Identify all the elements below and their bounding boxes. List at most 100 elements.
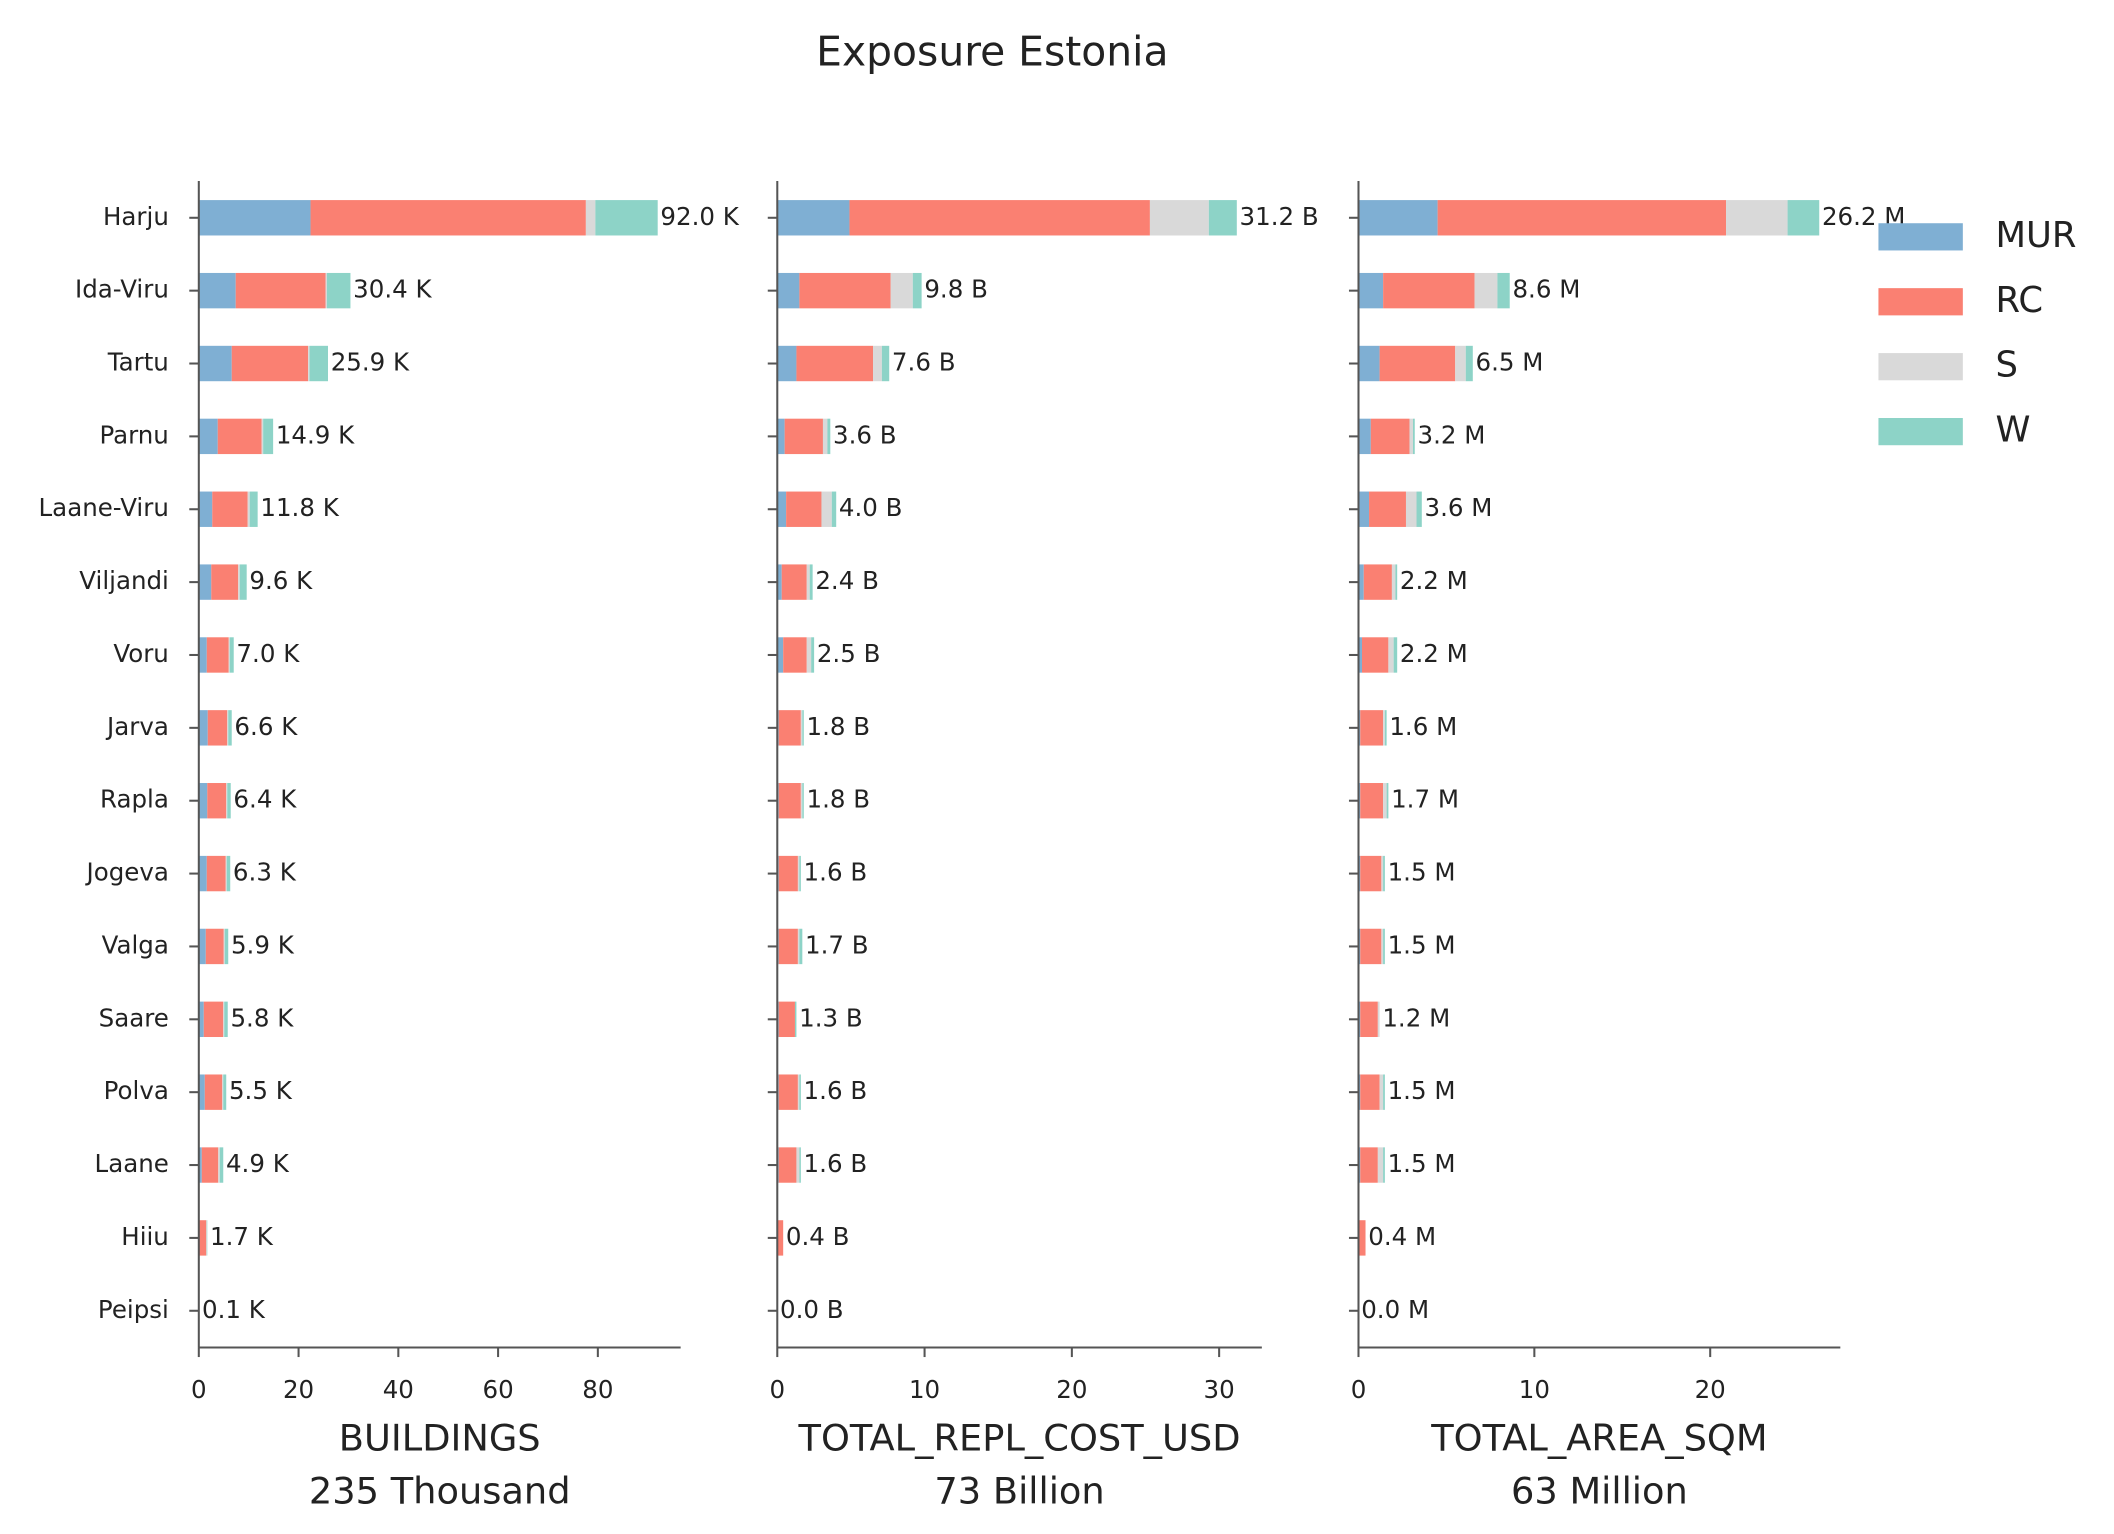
bar-segment [784, 418, 823, 455]
bar-segment [205, 928, 224, 965]
bar-segment [239, 564, 247, 600]
total-label: 1.7 B [805, 930, 869, 959]
total-label: 1.6 B [804, 858, 868, 887]
bar-segment [797, 1074, 800, 1110]
bar-segment [222, 1074, 224, 1110]
legend-swatch [1878, 288, 1963, 316]
bar-segment [799, 272, 891, 309]
bar-segment [203, 1001, 224, 1038]
bar-segment [802, 710, 804, 746]
total-label: 6.6 K [234, 712, 298, 741]
total-label: 2.2 M [1400, 639, 1468, 668]
total-label: 1.3 B [799, 1003, 863, 1032]
bar-segment [778, 855, 798, 892]
bar-segment [1358, 1220, 1366, 1256]
bar-segment [821, 491, 832, 527]
total-label: 1.5 M [1388, 1149, 1456, 1178]
total-label: 8.6 M [1512, 275, 1580, 304]
bar-segment [1384, 710, 1387, 746]
bar-segment [1377, 1147, 1384, 1183]
total-label: 5.9 K [231, 930, 295, 959]
bar-segment [1360, 928, 1382, 965]
y-tick-label: Rapla [100, 785, 169, 814]
bar-segment [1383, 710, 1385, 746]
total-label: 3.2 M [1417, 420, 1485, 449]
bar-segment [219, 1147, 224, 1183]
bar-segment [1455, 345, 1466, 382]
x-tick-label: 80 [582, 1375, 613, 1404]
bar-segment [1369, 491, 1406, 527]
bar-segment [1381, 855, 1384, 892]
bar-segment [777, 564, 782, 600]
bar-segment [235, 272, 326, 309]
x-tick-label: 0 [769, 1375, 785, 1404]
legend-label: RC [1996, 280, 2044, 321]
bar-segment [308, 345, 310, 382]
total-label: 1.5 M [1388, 1076, 1456, 1105]
bar-segment [778, 1001, 795, 1038]
bar-segment [777, 1220, 784, 1256]
y-tick-label: Laane-Viru [39, 493, 169, 522]
bar-segment [223, 1074, 227, 1110]
bar-segment [228, 637, 230, 673]
x-tick-label: 0 [1351, 1375, 1367, 1404]
bar-segment [1386, 783, 1389, 819]
x-axis-sublabel: 73 Billion [934, 1470, 1104, 1513]
bar-segment [811, 637, 815, 673]
bar-segment [1360, 1074, 1380, 1110]
y-tick-label: Jarva [105, 712, 169, 741]
total-label: 9.8 B [924, 275, 988, 304]
total-label: 3.6 M [1425, 493, 1493, 522]
total-label: 1.5 M [1388, 930, 1456, 959]
bar-segment [1383, 783, 1387, 819]
bar-segment [198, 200, 311, 236]
bar-segment [201, 1147, 219, 1183]
bar-segment [325, 272, 327, 309]
legend-swatch [1878, 418, 1963, 446]
bar-segment [1381, 928, 1384, 965]
bar-segment [1383, 272, 1475, 309]
bar-segment [1787, 200, 1820, 236]
total-label: 1.8 B [807, 785, 871, 814]
bar-segment [198, 710, 208, 746]
bar-segment [198, 491, 213, 527]
bar-segment [1383, 855, 1385, 892]
bar-segment [1360, 710, 1384, 746]
total-label: 5.5 K [229, 1076, 293, 1105]
x-tick-label: 30 [1204, 1375, 1235, 1404]
bar-segment [777, 200, 850, 236]
bar-segment [227, 783, 231, 819]
bar-segment [207, 710, 228, 746]
bar-segment [198, 783, 208, 819]
y-tick-label: Voru [113, 639, 168, 668]
y-tick-label: Valga [102, 930, 169, 959]
bar-segment [799, 855, 801, 892]
total-label: 14.9 K [276, 420, 355, 449]
bar-segment [198, 1147, 202, 1183]
bar-segment [249, 491, 258, 527]
bar-segment [912, 272, 922, 309]
bar-segment [1358, 200, 1438, 236]
y-tick-label: Jogeva [84, 858, 168, 887]
legend-label: S [1996, 345, 2018, 386]
total-label: 4.9 K [226, 1149, 290, 1178]
legend-label: W [1996, 410, 2031, 451]
bar-segment [873, 345, 882, 382]
bar-segment [1360, 783, 1384, 819]
bar-segment [800, 710, 803, 746]
bar-segment [1437, 200, 1727, 236]
bar-segment [831, 491, 837, 527]
bar-segment [806, 564, 810, 600]
bar-segment [1465, 345, 1473, 382]
bar-segment [1383, 1147, 1385, 1183]
bar-segment [261, 418, 264, 455]
total-label: 2.5 B [817, 639, 881, 668]
bar-segment [1377, 1001, 1380, 1038]
bar-segment [1395, 564, 1398, 600]
bar-segment [198, 272, 236, 309]
bar-segment [822, 418, 828, 455]
bar-segment [799, 1147, 801, 1183]
bar-segment [229, 637, 234, 673]
bar-segment [800, 783, 803, 819]
